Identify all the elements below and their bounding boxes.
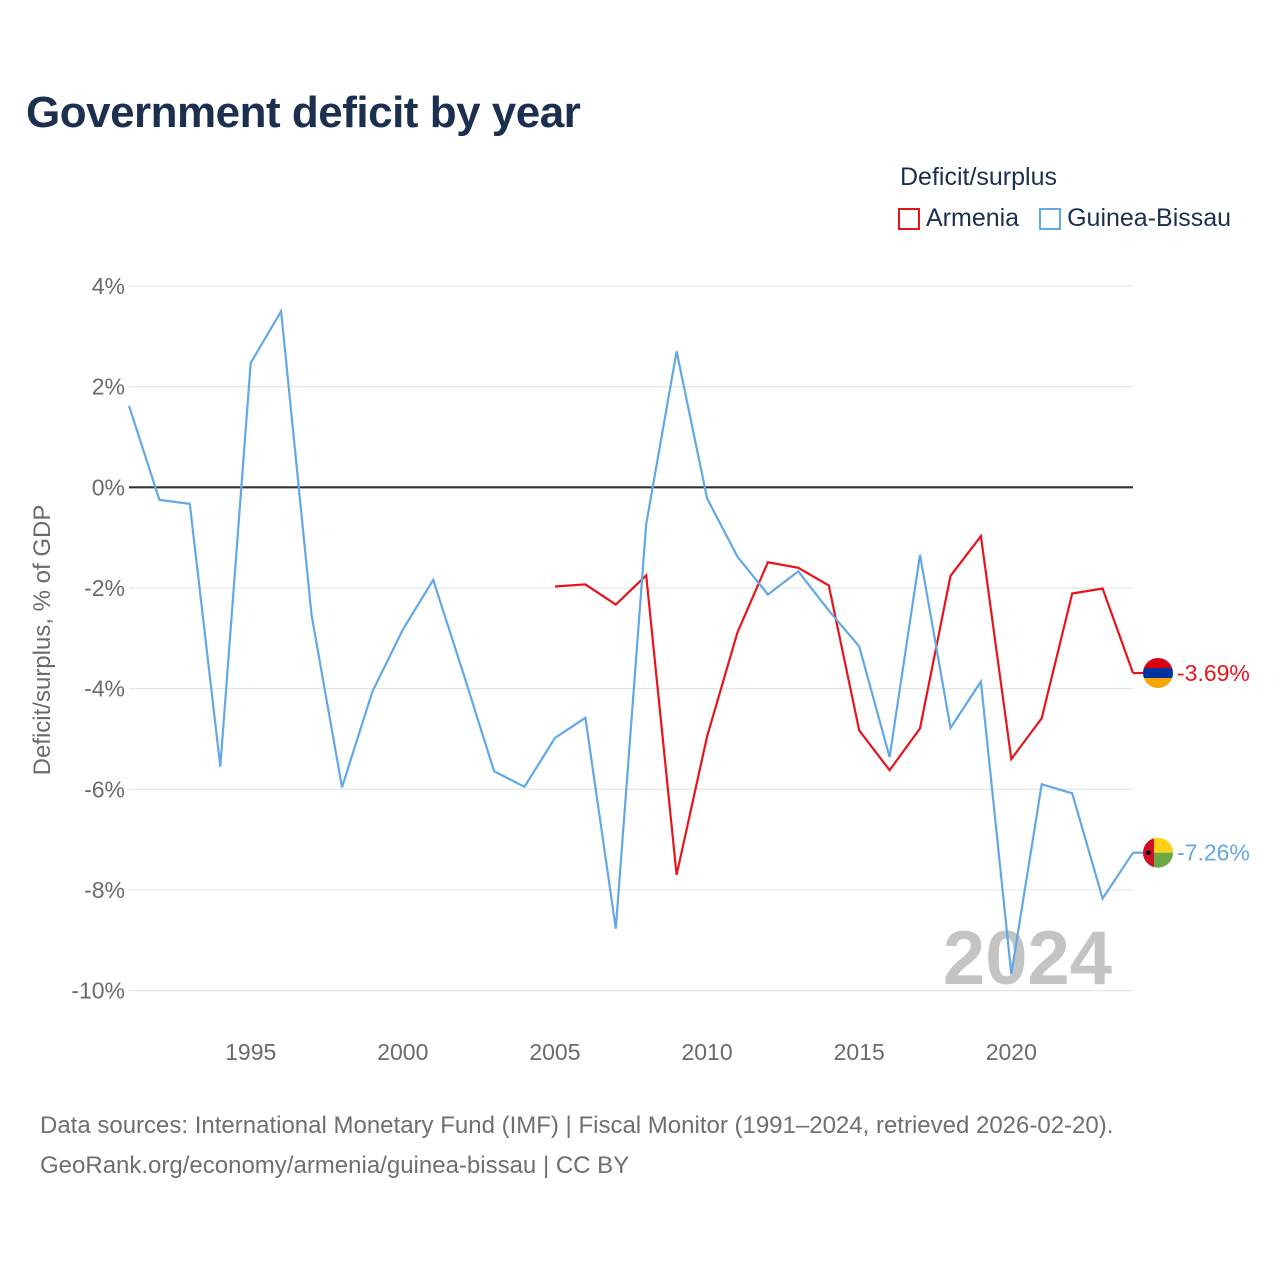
x-tick-label: 2015 (834, 1039, 885, 1065)
end-value-label: -3.69% (1177, 660, 1250, 686)
x-tick-label: 2010 (681, 1039, 732, 1065)
y-axis-label: Deficit/surplus, % of GDP (29, 505, 56, 776)
y-tick-label: -2% (84, 575, 125, 601)
legend-label-guinea-bissau: Guinea-Bissau (1067, 204, 1232, 232)
legend-item-armenia[interactable]: Armenia (898, 204, 1019, 233)
y-tick-label: 2% (92, 374, 125, 400)
x-tick-label: 2020 (986, 1039, 1037, 1065)
chart-title: Government deficit by year (26, 88, 581, 137)
y-tick-label: -8% (84, 877, 125, 903)
x-tick-label: 1995 (225, 1039, 276, 1065)
y-tick-label: 0% (92, 474, 125, 500)
y-tick-label: -6% (84, 776, 125, 802)
legend-label-armenia: Armenia (926, 204, 1020, 232)
footer-link[interactable]: GeoRank.org/economy/armenia/guinea-bissa… (40, 1152, 630, 1179)
year-watermark: 2024 (943, 916, 1112, 1001)
legend-swatch-guinea-bissau (1039, 207, 1062, 230)
y-tick-label: -4% (84, 676, 125, 702)
end-value-label: -7.26% (1177, 840, 1250, 866)
legend-item-guinea-bissau[interactable]: Guinea-Bissau (1039, 204, 1231, 233)
footer-sources: Data sources: International Monetary Fun… (40, 1112, 1114, 1139)
x-tick-label: 2005 (529, 1039, 580, 1065)
legend: Armenia Guinea-Bissau (898, 204, 1251, 233)
series-line-armenia (554, 533, 1135, 876)
y-tick-label: 4% (92, 273, 125, 299)
armenia-flag-icon (1143, 658, 1173, 689)
legend-swatch-armenia (898, 207, 920, 230)
footer: Data sources: International Monetary Fun… (40, 1106, 1113, 1186)
guinea-bissau-flag-icon (1143, 837, 1173, 868)
x-tick-label: 2000 (377, 1039, 428, 1065)
legend-title: Deficit/surplus (900, 163, 1057, 191)
series-line-guinea-bissau (127, 307, 1134, 975)
y-tick-label: -10% (71, 978, 125, 1004)
